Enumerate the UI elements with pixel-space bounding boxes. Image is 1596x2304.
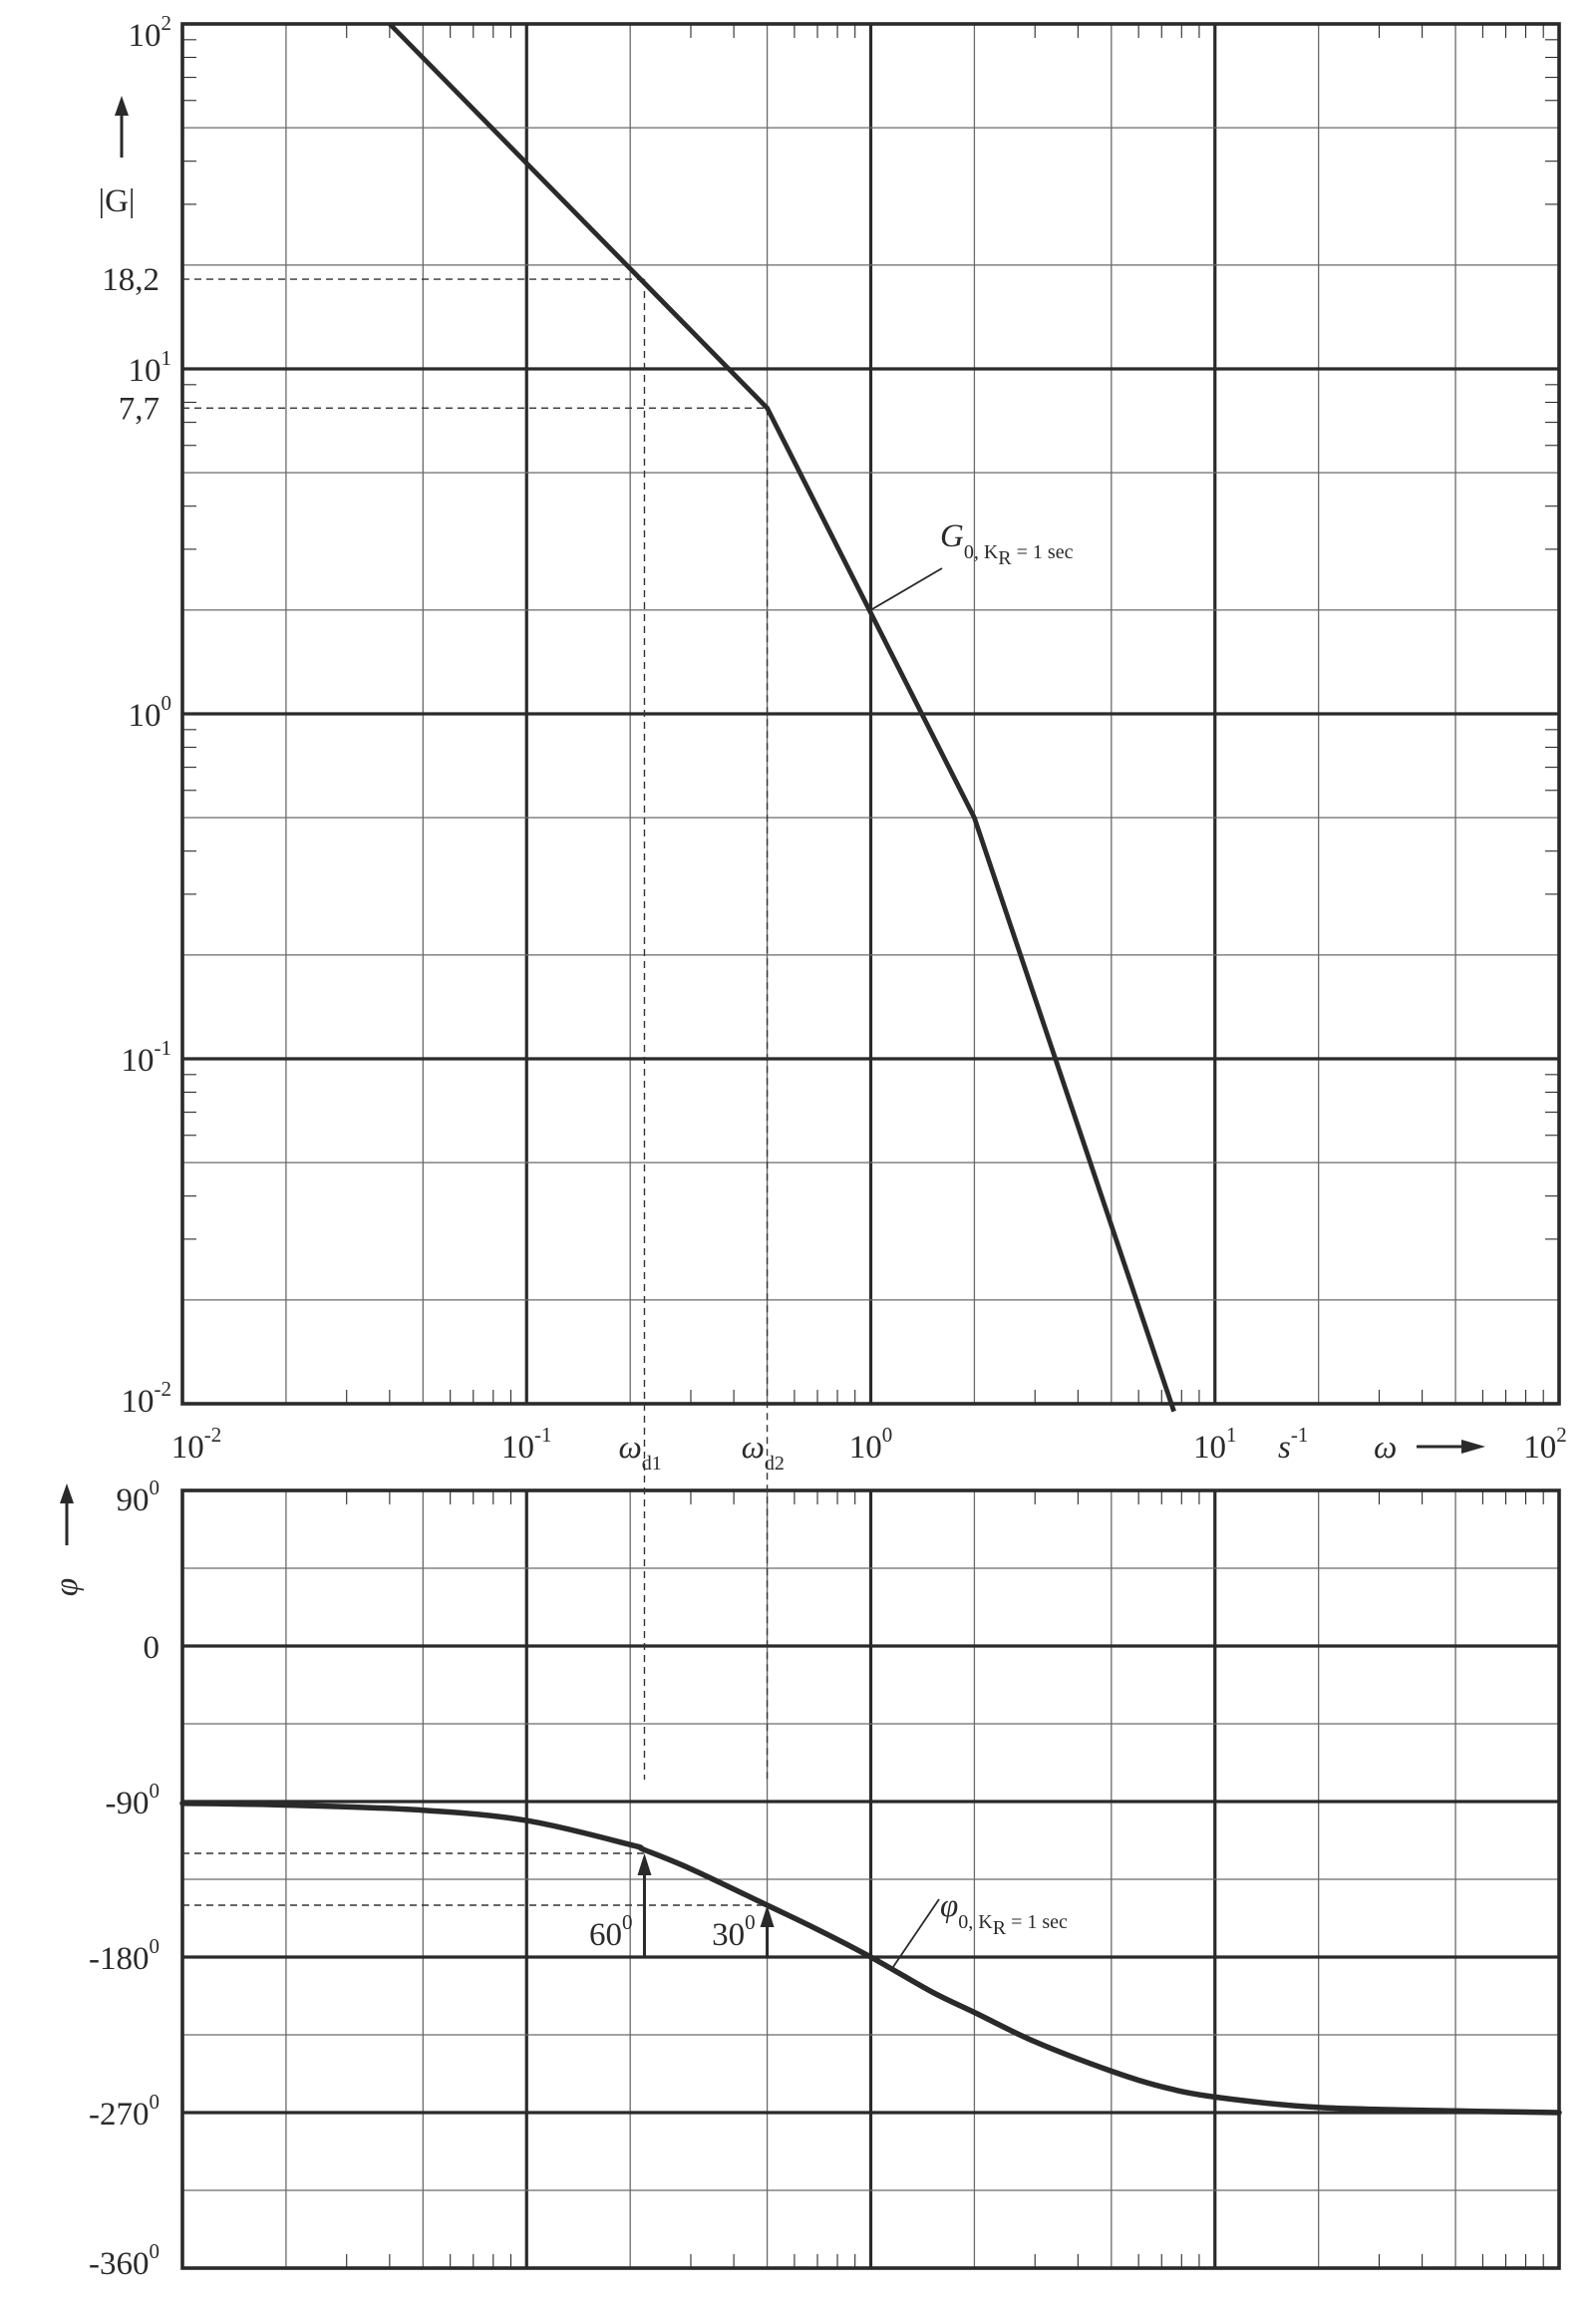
magnitude-y-tick-label-part: 0 bbox=[161, 691, 172, 715]
phase-axis-label: φ bbox=[49, 1578, 85, 1596]
x-tick-label: 101 bbox=[1193, 1423, 1237, 1466]
phase-margin-label-2: 300 bbox=[712, 1910, 756, 1953]
magnitude-y-value-label: 7,7 bbox=[119, 391, 160, 427]
omega-marker-label-2-part: ω bbox=[742, 1430, 765, 1466]
phase-axis-arrow-head bbox=[60, 1483, 74, 1503]
magnitude-y-tick-label-part: -2 bbox=[155, 1377, 172, 1401]
x-tick-label-part: 2 bbox=[1556, 1423, 1567, 1447]
phase-y-tick-label: 900 bbox=[117, 1476, 160, 1518]
phase-y-tick-label-part: -360 bbox=[89, 2246, 150, 2282]
magnitude-curve-annotation-label-part: R bbox=[998, 547, 1012, 569]
curve-layer bbox=[179, 22, 1562, 2116]
x-tick-label-part: 10 bbox=[171, 1430, 204, 1466]
x-tick-label: 102 bbox=[1523, 1423, 1567, 1466]
x-tick-label-part: 0 bbox=[882, 1423, 893, 1447]
phase-margin-label-1-part: 0 bbox=[622, 1910, 633, 1934]
phase-margin-label-2-part: 0 bbox=[745, 1910, 756, 1934]
magnitude-y-tick-label-part: 2 bbox=[161, 11, 172, 35]
x-tick-label-part: 10 bbox=[1523, 1430, 1556, 1466]
phase-y-tick-label-part: 0 bbox=[150, 1476, 160, 1499]
x-tick-label-part: -2 bbox=[204, 1423, 222, 1447]
phase-y-tick-label: -1800 bbox=[89, 1934, 160, 1977]
x-unit-label-part: -1 bbox=[1291, 1423, 1309, 1447]
phase-margin-label-1-part: 60 bbox=[589, 1917, 622, 1953]
magnitude-y-value-label-part: 7,7 bbox=[119, 391, 160, 427]
magnitude-curve-annotation-label-part: G bbox=[940, 518, 964, 554]
magnitude-y-tick-label-part: 10 bbox=[129, 18, 161, 54]
x-tick-label: 10-2 bbox=[171, 1423, 222, 1466]
magnitude-y-value-label: 18,2 bbox=[102, 262, 160, 298]
magnitude-axis-label: |G| bbox=[98, 183, 135, 219]
phase-y-tick-label-part: 0 bbox=[150, 1779, 160, 1803]
phase-y-tick-label: -900 bbox=[106, 1779, 160, 1821]
magnitude-y-tick-label: 10-2 bbox=[122, 1377, 172, 1420]
magnitude-axis-label-part: |G| bbox=[98, 183, 135, 219]
phase-curve-annotation-label: φ0, KR = 1 sec bbox=[940, 1888, 1068, 1939]
x-tick-label: 10-1 bbox=[501, 1423, 552, 1466]
magnitude-curve-annotation-label-part: = 1 sec bbox=[1012, 541, 1074, 563]
phase-curve-annotation-label-part: = 1 sec bbox=[1006, 1911, 1068, 1933]
magnitude-plot-frame bbox=[180, 22, 1561, 1406]
phase-axis-label-part: φ bbox=[49, 1578, 85, 1596]
magnitude-y-tick-label: 101 bbox=[129, 346, 172, 389]
magnitude-y-tick-label-part: 10 bbox=[129, 353, 161, 389]
phase-y-tick-label-part: 0 bbox=[144, 1630, 160, 1666]
omega-axis-arrow-head bbox=[1461, 1440, 1485, 1454]
phase-curve-annotation-leader bbox=[890, 1898, 940, 1970]
magnitude-y-tick-label-part: 1 bbox=[161, 346, 172, 370]
grid-layer bbox=[180, 22, 1561, 2270]
phase-margin-label-2-part: 30 bbox=[712, 1917, 745, 1953]
x-tick-label-part: 10 bbox=[849, 1430, 882, 1466]
phase-y-tick-label-part: 0 bbox=[150, 2090, 160, 2114]
omega-marker-label-2-part: d2 bbox=[765, 1453, 785, 1475]
magnitude-curve bbox=[388, 22, 1176, 1413]
phase-curve-annotation-label-part: φ bbox=[940, 1888, 958, 1924]
omega-marker-label-1: ωd1 bbox=[618, 1430, 661, 1475]
omega-marker-label-1-part: ω bbox=[618, 1430, 641, 1466]
magnitude-curve-annotation-leader bbox=[870, 567, 943, 611]
phase-plot-frame bbox=[180, 1488, 1561, 2270]
phase-margin-arrow-head-1 bbox=[637, 1853, 652, 1875]
magnitude-axis-arrow-head bbox=[115, 96, 129, 116]
phase-curve bbox=[179, 1800, 1562, 2116]
phase-y-tick-label-part: -90 bbox=[106, 1786, 150, 1821]
phase-y-grid bbox=[182, 1567, 1559, 2191]
phase-y-tick-label: -2700 bbox=[89, 2090, 160, 2133]
omega-marker-label-1-part: d1 bbox=[642, 1453, 662, 1475]
magnitude-y-tick-label: 100 bbox=[129, 691, 172, 734]
phase-y-tick-label-part: -270 bbox=[89, 2097, 150, 2133]
magnitude-curve-annotation-label: G0, KR = 1 sec bbox=[940, 518, 1074, 569]
phase-y-tick-label-part: -180 bbox=[89, 1941, 150, 1977]
magnitude-y-tick-label-part: 10 bbox=[122, 1043, 155, 1079]
phase-y-tick-label: 0 bbox=[144, 1630, 160, 1666]
phase-margin-label-1: 600 bbox=[589, 1910, 633, 1953]
magnitude-y-value-label-part: 18,2 bbox=[102, 262, 160, 298]
phase-y-tick-label: -3600 bbox=[89, 2239, 160, 2282]
guide-layer bbox=[182, 278, 769, 1906]
x-tick-label-part: 10 bbox=[501, 1430, 534, 1466]
omega-axis-label-part: ω bbox=[1374, 1430, 1397, 1466]
phase-y-tick-label-part: 0 bbox=[150, 2239, 160, 2263]
magnitude-y-tick-label-part: -1 bbox=[155, 1036, 172, 1060]
x-unit-label-part: s bbox=[1278, 1430, 1291, 1466]
magnitude-y-tick-label: 10-1 bbox=[122, 1036, 172, 1079]
phase-y-tick-label-part: 0 bbox=[150, 1934, 160, 1958]
magnitude-curve-annotation-label-part: 0, K bbox=[964, 541, 999, 563]
phase-y-tick-label-part: 90 bbox=[117, 1482, 150, 1518]
magnitude-y-tick-label-part: 10 bbox=[129, 698, 161, 734]
magnitude-y-tick-label-part: 10 bbox=[122, 1384, 155, 1420]
phase-margin-arrow-head-2 bbox=[760, 1905, 775, 1927]
omega-axis-label: ω bbox=[1374, 1430, 1397, 1466]
phase-curve-annotation-label-part: 0, K bbox=[958, 1911, 993, 1933]
x-tick-label: 100 bbox=[849, 1423, 893, 1466]
x-tick-label-part: 10 bbox=[1193, 1430, 1226, 1466]
x-unit-label: s-1 bbox=[1278, 1423, 1308, 1466]
x-tick-label-part: -1 bbox=[534, 1423, 552, 1447]
x-tick-label-part: 1 bbox=[1226, 1423, 1237, 1447]
magnitude-y-tick-label: 102 bbox=[129, 11, 172, 54]
phase-curve-annotation-label-part: R bbox=[993, 1917, 1007, 1939]
omega-marker-label-2: ωd2 bbox=[742, 1430, 785, 1475]
